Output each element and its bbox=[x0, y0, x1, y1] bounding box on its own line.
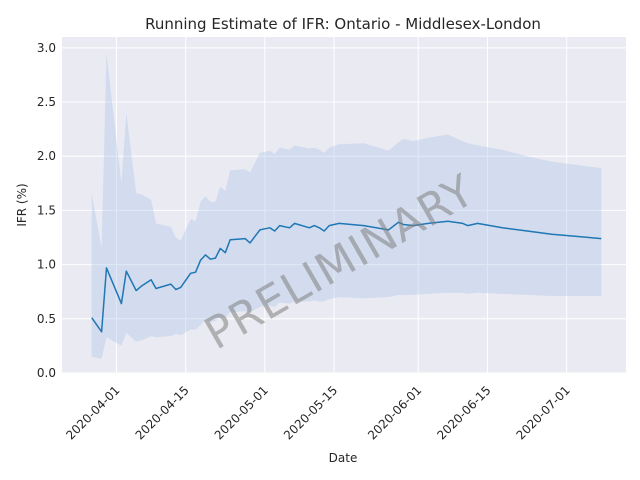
x-tick-label: 2020-06-15 bbox=[434, 383, 493, 442]
y-tick-label: 3.0 bbox=[37, 41, 56, 55]
y-tick-labels: 0.0 0.5 1.0 1.5 2.0 2.5 3.0 bbox=[37, 41, 56, 380]
x-tick-label: 2020-04-01 bbox=[63, 383, 122, 442]
x-tick-labels: 2020-04-01 2020-04-15 2020-05-01 2020-05-15… bbox=[63, 383, 572, 442]
y-axis-label: IFR (%) bbox=[15, 183, 29, 226]
ifr-confidence-band bbox=[91, 53, 602, 359]
plot-background bbox=[62, 37, 626, 373]
chart-title: Running Estimate of IFR: Ontario - Middl… bbox=[145, 15, 541, 33]
x-tick-label: 2020-05-01 bbox=[212, 383, 271, 442]
x-tick-label: 2020-06-01 bbox=[365, 383, 424, 442]
y-tick-label: 0.5 bbox=[37, 312, 56, 326]
x-axis-label: Date bbox=[329, 451, 358, 465]
x-tick-label: 2020-07-01 bbox=[514, 383, 573, 442]
y-tick-label: 2.5 bbox=[37, 95, 56, 109]
y-tick-label: 1.5 bbox=[37, 203, 56, 217]
ifr-estimate-line bbox=[91, 220, 602, 333]
grid-lines bbox=[62, 37, 626, 374]
x-tick-label: 2020-04-15 bbox=[133, 383, 192, 442]
x-tick-label: 2020-05-15 bbox=[281, 383, 340, 442]
y-tick-label: 1.0 bbox=[37, 258, 56, 272]
y-tick-label: 0.0 bbox=[37, 366, 56, 380]
y-tick-label: 2.0 bbox=[37, 149, 56, 163]
